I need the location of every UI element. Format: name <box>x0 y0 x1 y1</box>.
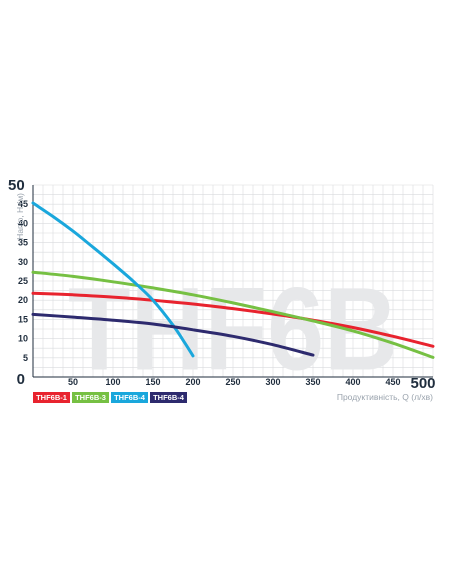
series-line-1 <box>31 291 435 348</box>
x-tick-label: 400 <box>345 377 360 387</box>
y-tick-label: 20 <box>18 295 28 305</box>
series-line-3 <box>31 201 195 358</box>
legend-swatch <box>150 392 187 403</box>
y-tick-label: 50 <box>8 177 25 194</box>
x-tick-label: 100 <box>105 377 120 387</box>
y-tick-label: 35 <box>18 238 28 248</box>
x-tick-label: 500 <box>410 375 435 392</box>
legend-item-3: THF6B-4 <box>111 392 148 403</box>
x-tick-label: 350 <box>305 377 320 387</box>
x-axis-label: Продуктивність, Q (л/хв) <box>337 392 433 402</box>
y-tick-label: 30 <box>18 257 28 267</box>
legend: THF6B-1 THF6B-3 THF6B-4 THF6B-4 <box>33 392 187 403</box>
y-tick-label: 25 <box>18 276 28 286</box>
series-line-2 <box>31 270 435 359</box>
x-tick-label: 300 <box>265 377 280 387</box>
legend-item-2: THF6B-3 <box>72 392 109 403</box>
legend-label: THF6B-4 <box>153 393 185 402</box>
y-tick-label: 40 <box>18 218 28 228</box>
y-tick-label: 15 <box>18 314 28 324</box>
x-tick-label: 450 <box>385 377 400 387</box>
y-tick-label: 10 <box>18 334 28 344</box>
legend-swatch <box>33 392 70 403</box>
legend-label: THF6B-3 <box>75 393 106 402</box>
x-tick-label: 250 <box>225 377 240 387</box>
series-line-4 <box>31 312 315 357</box>
legend-swatch <box>72 392 109 403</box>
y-axis-label: Напір, Н (м) <box>15 193 25 240</box>
legend-item-1: THF6B-1 <box>33 392 70 403</box>
x-tick-label: 150 <box>145 377 160 387</box>
legend-label: THF6B-1 <box>36 393 67 402</box>
legend-swatch <box>111 392 148 403</box>
axes: 0 50 100 150 200 250 300 350 400 450 500 5 10 15 20 25 3… <box>8 177 436 392</box>
legend-item-4: THF6B-4 <box>150 392 187 403</box>
series-lines <box>31 201 435 359</box>
x-tick-label: 0 <box>17 371 25 388</box>
x-tick-label: 50 <box>68 377 78 387</box>
y-tick-label: 5 <box>23 353 28 363</box>
y-tick-label: 45 <box>18 199 28 209</box>
legend-label: THF6B-4 <box>114 393 146 402</box>
x-tick-label: 200 <box>185 377 200 387</box>
